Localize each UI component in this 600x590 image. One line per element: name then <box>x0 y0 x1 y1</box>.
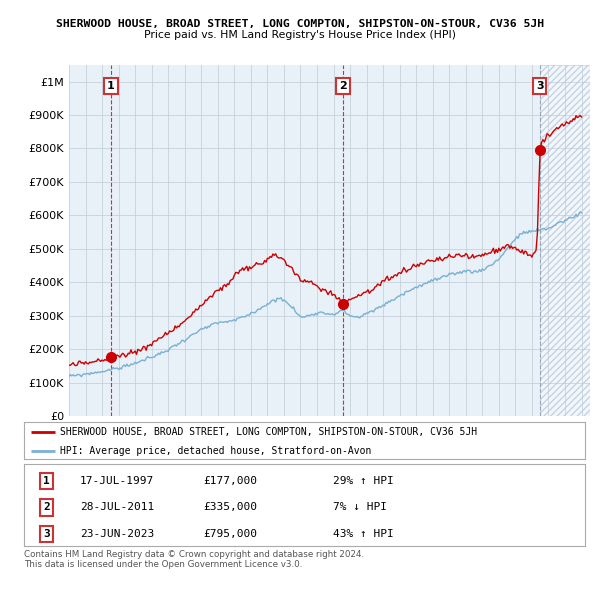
Text: 3: 3 <box>43 529 50 539</box>
Text: SHERWOOD HOUSE, BROAD STREET, LONG COMPTON, SHIPSTON-ON-STOUR, CV36 5JH: SHERWOOD HOUSE, BROAD STREET, LONG COMPT… <box>56 19 544 29</box>
Text: HPI: Average price, detached house, Stratford-on-Avon: HPI: Average price, detached house, Stra… <box>61 446 372 456</box>
Text: Contains HM Land Registry data © Crown copyright and database right 2024.
This d: Contains HM Land Registry data © Crown c… <box>24 550 364 569</box>
Text: 28-JUL-2011: 28-JUL-2011 <box>80 503 154 513</box>
Text: 29% ↑ HPI: 29% ↑ HPI <box>332 476 394 486</box>
Text: 23-JUN-2023: 23-JUN-2023 <box>80 529 154 539</box>
Text: 1: 1 <box>43 476 50 486</box>
Text: £335,000: £335,000 <box>203 503 257 513</box>
Text: 3: 3 <box>536 81 544 91</box>
Text: 1: 1 <box>107 81 115 91</box>
Text: SHERWOOD HOUSE, BROAD STREET, LONG COMPTON, SHIPSTON-ON-STOUR, CV36 5JH: SHERWOOD HOUSE, BROAD STREET, LONG COMPT… <box>61 427 478 437</box>
Text: 43% ↑ HPI: 43% ↑ HPI <box>332 529 394 539</box>
Text: 2: 2 <box>43 503 50 513</box>
Text: £177,000: £177,000 <box>203 476 257 486</box>
Bar <box>540 65 590 416</box>
Text: Price paid vs. HM Land Registry's House Price Index (HPI): Price paid vs. HM Land Registry's House … <box>144 30 456 40</box>
Text: £795,000: £795,000 <box>203 529 257 539</box>
Text: 7% ↓ HPI: 7% ↓ HPI <box>332 503 386 513</box>
Text: 17-JUL-1997: 17-JUL-1997 <box>80 476 154 486</box>
Text: 2: 2 <box>339 81 347 91</box>
